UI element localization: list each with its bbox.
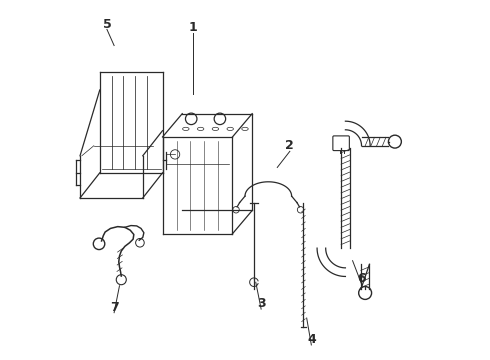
Text: 3: 3	[257, 297, 266, 310]
Text: 6: 6	[357, 272, 366, 285]
Text: 7: 7	[110, 301, 119, 314]
Text: 5: 5	[102, 18, 111, 31]
Text: 2: 2	[286, 139, 294, 152]
Text: 1: 1	[189, 21, 197, 34]
Text: 4: 4	[307, 333, 316, 346]
